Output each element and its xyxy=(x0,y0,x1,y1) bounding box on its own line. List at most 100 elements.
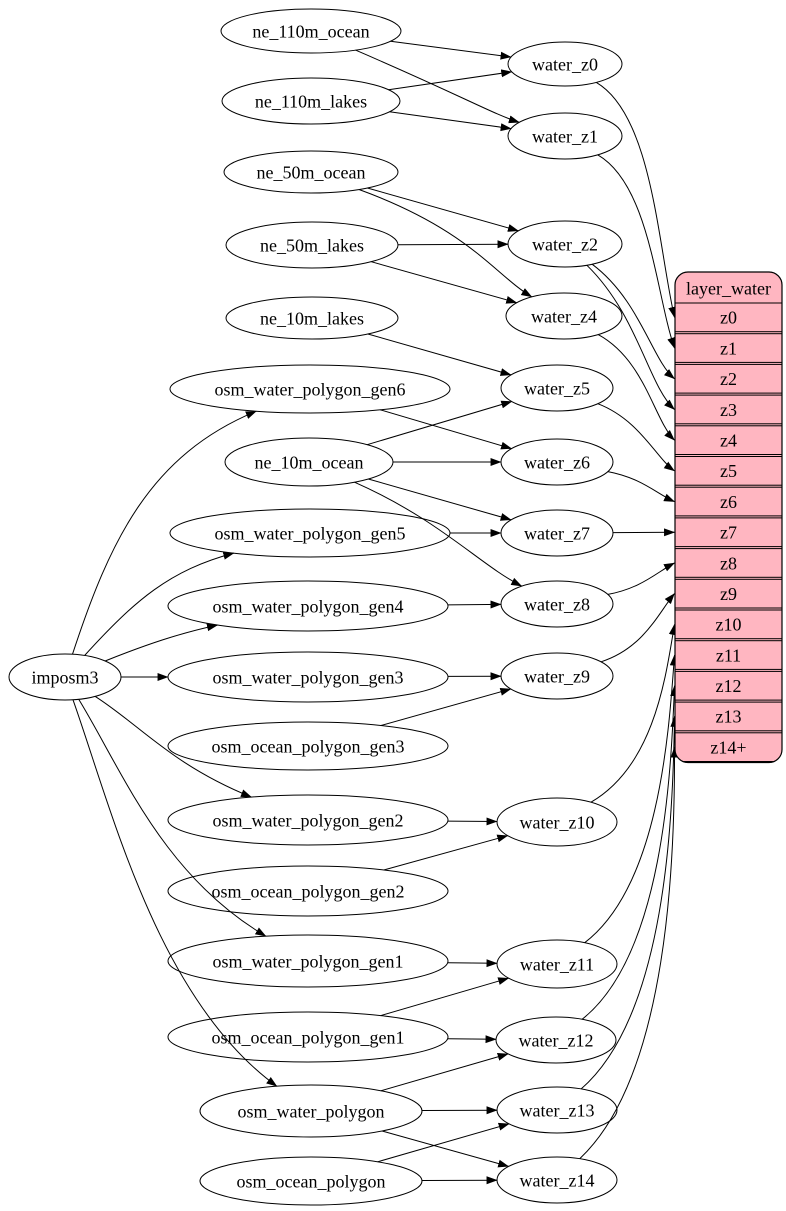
record-row-label: z12 xyxy=(716,676,742,696)
record-cell xyxy=(675,732,782,762)
osm_water_polygon_gen4-ellipse xyxy=(167,580,449,632)
node-label: water_z10 xyxy=(520,812,595,832)
water_z0-ellipse xyxy=(507,41,623,87)
edge-osm_ocean_polygon-to-water_z13 xyxy=(377,1122,510,1163)
edge-water_z8-to-layer_water-z8 xyxy=(607,562,675,595)
node-water_z6: water_z6 xyxy=(500,438,614,486)
record-row-label: z6 xyxy=(720,492,737,512)
node-water_z12: water_z12 xyxy=(495,1016,617,1064)
record-row-z13: z13 xyxy=(675,701,782,732)
edge-water_z1-to-layer_water-z1 xyxy=(597,154,675,349)
record-row-label: z8 xyxy=(720,553,737,573)
record-row-label: z1 xyxy=(720,338,737,358)
edge-water_z5-to-layer_water-z5 xyxy=(597,403,675,472)
record-cell xyxy=(675,670,782,701)
node-water_z10: water_z10 xyxy=(496,797,618,847)
record-cell xyxy=(675,363,782,394)
edge-ne_110m_ocean-to-water_z0 xyxy=(390,40,512,60)
node-ne_50m_ocean: ne_50m_ocean xyxy=(223,150,399,194)
edge-water_z9-to-layer_water-z9 xyxy=(600,593,675,663)
node-water_z9: water_z9 xyxy=(500,652,614,700)
edge-osm_ocean_polygon_gen1-to-water_z12 xyxy=(447,1035,497,1044)
node-ne_10m_ocean: ne_10m_ocean xyxy=(224,437,394,487)
node-osm_water_polygon: osm_water_polygon xyxy=(199,1084,423,1138)
node-label: water_z11 xyxy=(520,954,594,974)
node-label: ne_10m_lakes xyxy=(260,308,364,328)
node-label: water_z0 xyxy=(532,54,598,74)
edge-osm_water_polygon_gen4-to-water_z8 xyxy=(447,600,502,609)
node-label: ne_50m_ocean xyxy=(257,162,366,182)
node-osm_water_polygon_gen6: osm_water_polygon_gen6 xyxy=(169,364,451,414)
record-row-z9: z9 xyxy=(675,578,782,609)
node-label: water_z1 xyxy=(532,126,598,146)
edge-ne_110m_lakes-to-water_z0 xyxy=(388,69,513,91)
record-cell xyxy=(675,578,782,609)
node-ne_10m_lakes: ne_10m_lakes xyxy=(225,296,399,340)
node-label: osm_water_polygon_gen2 xyxy=(213,810,404,830)
node-label: osm_water_polygon_gen3 xyxy=(213,667,404,687)
edge-imposm3-to-osm_water_polygon xyxy=(72,699,278,1087)
edge-water_z13-to-layer_water-z13 xyxy=(580,715,679,1090)
node-label: imposm3 xyxy=(31,667,98,687)
node-water_z13: water_z13 xyxy=(496,1086,618,1134)
node-water_z14: water_z14 xyxy=(496,1156,618,1204)
osm_ocean_polygon-ellipse xyxy=(199,1156,423,1206)
water_z5-ellipse xyxy=(500,364,614,412)
ne_50m_ocean-ellipse xyxy=(223,150,399,194)
node-label: osm_ocean_polygon_gen3 xyxy=(212,736,405,756)
record-cell xyxy=(675,302,782,333)
record-row-z7: z7 xyxy=(675,517,782,548)
record-row-label: z13 xyxy=(716,707,742,727)
record-row-z11: z11 xyxy=(675,640,782,670)
record-cell xyxy=(675,486,782,517)
osm_water_polygon-ellipse xyxy=(199,1084,423,1138)
ne_110m_lakes-ellipse xyxy=(221,77,401,125)
record-row-z14+: z14+ xyxy=(675,732,782,762)
edge-imposm3-to-osm_water_polygon_gen1 xyxy=(78,699,267,937)
osm_water_polygon_gen6-ellipse xyxy=(169,364,451,414)
edge-ne_110m_ocean-to-water_z1 xyxy=(355,49,520,124)
record-cell xyxy=(675,640,782,670)
node-ne_110m_lakes: ne_110m_lakes xyxy=(221,77,401,125)
node-water_z1: water_z1 xyxy=(507,112,623,160)
record-row-label: z2 xyxy=(720,369,737,389)
node-label: osm_water_polygon_gen6 xyxy=(215,379,406,399)
node-water_z5: water_z5 xyxy=(500,364,614,412)
node-label: water_z7 xyxy=(524,523,590,543)
record-row-z2: z2 xyxy=(675,363,782,394)
edge-imposm3-to-osm_water_polygon_gen6 xyxy=(72,410,257,655)
record-row-label: z10 xyxy=(716,615,742,635)
record-row-label: z4 xyxy=(720,431,737,451)
node-ne_110m_ocean: ne_110m_ocean xyxy=(220,8,402,54)
node-osm_water_polygon_gen2: osm_water_polygon_gen2 xyxy=(167,794,449,846)
record-row-label: z3 xyxy=(720,400,737,420)
node-osm_ocean_polygon_gen3: osm_ocean_polygon_gen3 xyxy=(167,721,449,771)
record-row-z8: z8 xyxy=(675,548,782,578)
node-label: osm_ocean_polygon_gen1 xyxy=(212,1027,405,1047)
edge-ne_50m_lakes-to-water_z2 xyxy=(397,240,509,249)
edge-ne_50m_ocean-to-water_z4 xyxy=(358,189,533,298)
node-label: osm_water_polygon xyxy=(238,1101,385,1121)
node-osm_water_polygon_gen1: osm_water_polygon_gen1 xyxy=(167,934,449,988)
record-cell xyxy=(675,548,782,578)
water_z1-ellipse xyxy=(507,112,623,160)
water_z4-ellipse xyxy=(505,292,623,340)
ne_110m_ocean-ellipse xyxy=(220,8,402,54)
edge-water_z14-to-layer_water-z14+ xyxy=(579,746,679,1160)
node-label: water_z13 xyxy=(520,1100,595,1120)
record-border xyxy=(674,271,783,764)
edge-ne_110m_lakes-to-water_z1 xyxy=(389,111,512,132)
edge-ne_50m_ocean-to-water_z2 xyxy=(367,187,519,232)
edge-imposm3-to-osm_water_polygon_gen2 xyxy=(94,695,252,798)
record-row-z12: z12 xyxy=(675,670,782,701)
edge-ne_10m_ocean-to-water_z8 xyxy=(354,481,523,587)
edge-imposm3-to-osm_water_polygon_gen4 xyxy=(104,623,219,662)
edge-ne_10m_ocean-to-water_z5 xyxy=(366,400,513,446)
ne_50m_lakes-ellipse xyxy=(225,221,399,269)
record-row-label: z11 xyxy=(716,645,741,665)
edge-water_z2-to-layer_water-z2 xyxy=(591,263,675,380)
edge-osm_water_polygon-to-water_z14 xyxy=(381,1130,510,1168)
record-cell xyxy=(675,517,782,548)
osm_water_polygon_gen2-ellipse xyxy=(167,794,449,846)
